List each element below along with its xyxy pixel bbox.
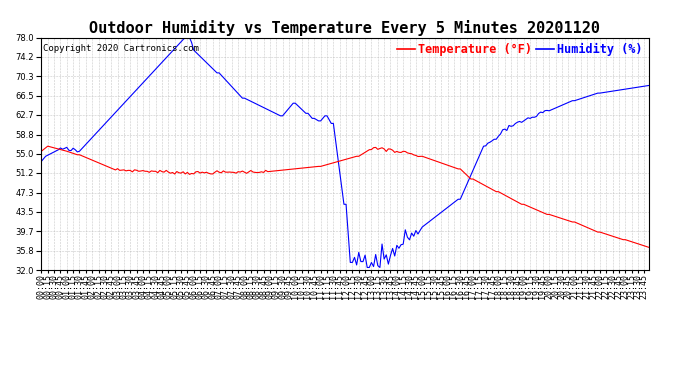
- Title: Outdoor Humidity vs Temperature Every 5 Minutes 20201120: Outdoor Humidity vs Temperature Every 5 …: [90, 20, 600, 36]
- Text: Copyright 2020 Cartronics.com: Copyright 2020 Cartronics.com: [43, 45, 199, 54]
- Legend: Temperature (°F), Humidity (%): Temperature (°F), Humidity (%): [397, 44, 642, 57]
